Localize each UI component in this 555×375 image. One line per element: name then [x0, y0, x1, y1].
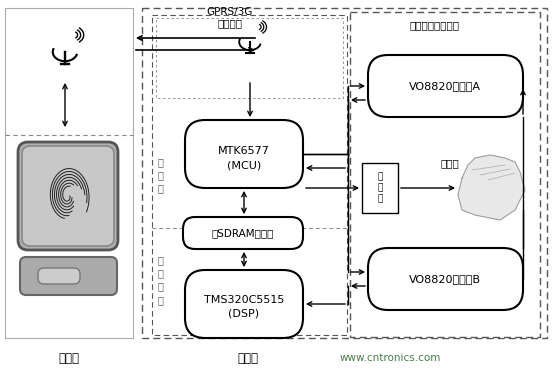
Text: VO8820摄像头A: VO8820摄像头A	[409, 81, 481, 91]
Text: 光
投
影: 光 投 影	[377, 172, 383, 204]
Bar	[5, 8, 133, 338]
Bar	[152, 15, 347, 335]
FancyBboxPatch shape	[22, 146, 114, 246]
Text: (MCU): (MCU)	[227, 160, 261, 170]
Text: 客户端: 客户端	[238, 351, 259, 364]
Polygon shape	[458, 155, 525, 220]
Text: TMS320C5515: TMS320C5515	[204, 295, 284, 305]
Text: 无线传输: 无线传输	[218, 18, 243, 28]
Text: GPRS/3G: GPRS/3G	[207, 7, 253, 17]
FancyBboxPatch shape	[368, 55, 523, 117]
FancyBboxPatch shape	[20, 257, 117, 295]
Text: 服务器: 服务器	[58, 351, 79, 364]
FancyBboxPatch shape	[38, 268, 80, 284]
Text: 指纹光学采集系统: 指纹光学采集系统	[410, 20, 460, 30]
Bar	[350, 12, 540, 337]
FancyBboxPatch shape	[185, 120, 303, 188]
FancyBboxPatch shape	[18, 142, 118, 250]
Text: VO8820摄像头B: VO8820摄像头B	[409, 274, 481, 284]
Text: MTK6577: MTK6577	[218, 146, 270, 156]
Text: (DSP): (DSP)	[229, 309, 260, 319]
Bar	[362, 163, 398, 213]
Text: 指
纹
算
法: 指 纹 算 法	[157, 255, 163, 305]
Text: www.cntronics.com: www.cntronics.com	[339, 353, 441, 363]
Text: 控
制
器: 控 制 器	[157, 157, 163, 193]
Text: 结构光: 结构光	[441, 158, 460, 168]
FancyBboxPatch shape	[183, 217, 303, 249]
Bar	[156, 18, 343, 98]
FancyBboxPatch shape	[185, 270, 303, 338]
Bar	[142, 8, 547, 338]
Text: 双SDRAM控制器: 双SDRAM控制器	[212, 228, 274, 238]
FancyBboxPatch shape	[368, 248, 523, 310]
